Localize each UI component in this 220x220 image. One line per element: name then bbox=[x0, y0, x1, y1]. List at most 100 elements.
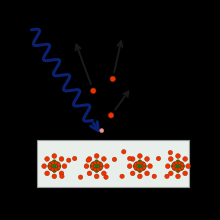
Circle shape bbox=[176, 174, 180, 179]
Circle shape bbox=[138, 169, 142, 172]
Circle shape bbox=[138, 154, 142, 158]
Circle shape bbox=[57, 166, 60, 169]
Circle shape bbox=[127, 164, 132, 169]
Circle shape bbox=[93, 168, 97, 171]
Circle shape bbox=[143, 163, 146, 166]
Circle shape bbox=[134, 162, 138, 166]
Circle shape bbox=[86, 158, 90, 162]
Circle shape bbox=[156, 156, 161, 161]
Circle shape bbox=[62, 164, 67, 169]
Circle shape bbox=[173, 167, 176, 170]
Circle shape bbox=[143, 166, 146, 169]
Circle shape bbox=[127, 156, 132, 161]
Circle shape bbox=[93, 161, 97, 164]
Circle shape bbox=[56, 167, 60, 170]
Circle shape bbox=[59, 157, 64, 161]
Circle shape bbox=[48, 166, 51, 169]
Circle shape bbox=[98, 162, 102, 166]
Circle shape bbox=[130, 171, 135, 176]
Circle shape bbox=[91, 88, 96, 94]
Circle shape bbox=[183, 157, 187, 161]
Circle shape bbox=[57, 163, 60, 166]
Circle shape bbox=[52, 164, 56, 168]
Circle shape bbox=[168, 150, 172, 155]
Circle shape bbox=[176, 164, 180, 168]
Circle shape bbox=[172, 166, 175, 169]
Circle shape bbox=[138, 160, 142, 164]
Circle shape bbox=[95, 160, 99, 164]
Circle shape bbox=[97, 161, 100, 164]
Circle shape bbox=[173, 162, 176, 166]
Circle shape bbox=[143, 164, 147, 168]
Circle shape bbox=[104, 175, 108, 179]
Circle shape bbox=[87, 157, 92, 161]
Circle shape bbox=[45, 171, 50, 176]
Circle shape bbox=[95, 169, 99, 172]
Circle shape bbox=[152, 174, 156, 179]
Circle shape bbox=[54, 161, 58, 164]
Circle shape bbox=[94, 174, 99, 179]
Circle shape bbox=[181, 166, 184, 169]
Circle shape bbox=[179, 167, 183, 170]
Circle shape bbox=[99, 164, 103, 168]
Circle shape bbox=[168, 171, 173, 176]
Circle shape bbox=[110, 76, 116, 82]
Circle shape bbox=[84, 164, 89, 169]
Circle shape bbox=[91, 162, 95, 166]
Circle shape bbox=[91, 166, 94, 169]
Circle shape bbox=[52, 160, 56, 164]
Circle shape bbox=[99, 166, 103, 169]
Circle shape bbox=[175, 161, 178, 164]
Circle shape bbox=[171, 164, 175, 168]
Circle shape bbox=[140, 161, 143, 164]
Circle shape bbox=[186, 164, 191, 169]
Circle shape bbox=[179, 162, 183, 166]
Circle shape bbox=[134, 163, 137, 166]
Circle shape bbox=[60, 174, 64, 179]
Circle shape bbox=[130, 157, 135, 161]
Circle shape bbox=[120, 174, 124, 179]
Circle shape bbox=[112, 157, 117, 162]
Circle shape bbox=[181, 163, 184, 166]
Circle shape bbox=[95, 164, 99, 168]
Circle shape bbox=[72, 156, 77, 161]
Circle shape bbox=[138, 164, 142, 168]
Circle shape bbox=[176, 154, 180, 158]
Circle shape bbox=[104, 164, 109, 169]
Circle shape bbox=[99, 163, 103, 166]
Circle shape bbox=[178, 168, 181, 171]
Circle shape bbox=[108, 113, 114, 118]
Circle shape bbox=[176, 169, 180, 172]
Circle shape bbox=[78, 175, 83, 179]
Circle shape bbox=[183, 171, 187, 176]
Circle shape bbox=[134, 167, 138, 170]
Circle shape bbox=[87, 171, 92, 176]
Circle shape bbox=[45, 157, 50, 161]
Circle shape bbox=[48, 164, 51, 168]
Circle shape bbox=[49, 167, 53, 170]
Circle shape bbox=[94, 154, 99, 158]
Circle shape bbox=[59, 171, 64, 176]
Circle shape bbox=[48, 163, 51, 166]
Circle shape bbox=[138, 174, 142, 179]
Circle shape bbox=[165, 174, 169, 179]
Circle shape bbox=[91, 167, 95, 170]
Circle shape bbox=[133, 164, 137, 168]
Circle shape bbox=[137, 168, 140, 171]
Circle shape bbox=[90, 164, 94, 168]
Circle shape bbox=[52, 174, 57, 179]
Circle shape bbox=[165, 164, 170, 169]
Circle shape bbox=[141, 167, 145, 170]
Circle shape bbox=[51, 161, 54, 164]
Circle shape bbox=[49, 162, 53, 166]
Circle shape bbox=[175, 168, 178, 171]
Circle shape bbox=[145, 157, 149, 161]
Circle shape bbox=[172, 163, 175, 166]
Circle shape bbox=[52, 154, 57, 158]
Circle shape bbox=[100, 128, 104, 133]
Circle shape bbox=[66, 158, 71, 162]
Circle shape bbox=[121, 150, 126, 154]
Circle shape bbox=[52, 169, 56, 172]
Circle shape bbox=[101, 171, 106, 176]
Circle shape bbox=[140, 168, 143, 171]
